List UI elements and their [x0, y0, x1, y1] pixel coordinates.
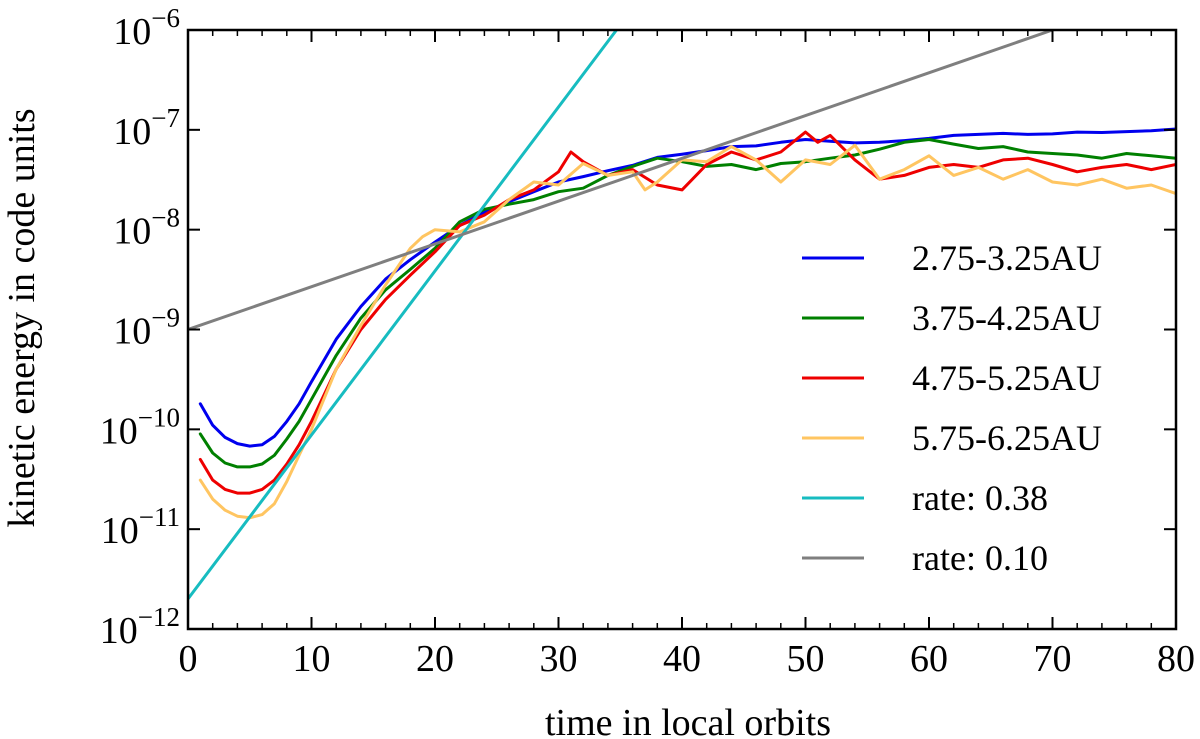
x-tick-label: 70 [1034, 638, 1072, 680]
legend-label-rate-0-10: rate: 0.10 [912, 538, 1048, 578]
x-tick-label: 40 [663, 638, 701, 680]
y-axis-label: kinetic energy in code units [1, 108, 43, 527]
y-tick-label: 10−8 [113, 203, 180, 253]
legend-label-3-75-4-25au: 3.75-4.25AU [912, 298, 1102, 338]
series-line-rate-0-10 [188, 30, 1054, 331]
series-line-4-75-5-25au [198, 130, 1176, 495]
y-tick-label: 10−9 [113, 303, 180, 353]
ticks-layer [187, 29, 1177, 630]
legend-label-rate-0-38: rate: 0.38 [912, 478, 1048, 518]
series-layer [188, 30, 1176, 601]
y-tick-label: 10−6 [113, 3, 180, 53]
x-tick-label: 60 [910, 638, 948, 680]
legend-label-4-75-5-25au: 4.75-5.25AU [912, 358, 1102, 398]
y-tick-label: 10−10 [100, 402, 180, 452]
y-tick-label: 10−11 [101, 502, 180, 552]
x-tick-label: 0 [179, 638, 198, 680]
y-tick-label: 10−12 [100, 602, 180, 652]
series-line-rate-0-38 [188, 30, 618, 601]
x-tick-label: 20 [416, 638, 454, 680]
x-tick-label: 10 [293, 638, 331, 680]
tick-labels-layer: 0 10 20 30 40 50 60 70 80 10−12 10−11 10−10 10−9 10−8… [100, 3, 1195, 680]
legend: 2.75-3.25AU 3.75-4.25AU 4.75-5.25AU 5.75-6.… [802, 238, 1102, 578]
series-line-5-75-6-25au [198, 143, 1176, 520]
legend-label-2-75-3-25au: 2.75-3.25AU [912, 238, 1102, 278]
y-tick-label: 10−7 [113, 103, 180, 153]
x-tick-label: 50 [787, 638, 825, 680]
x-tick-label: 30 [540, 638, 578, 680]
series-line-3-75-4-25au [198, 138, 1176, 469]
x-axis-label: time in local orbits [545, 702, 831, 739]
legend-label-5-75-6-25au: 5.75-6.25AU [912, 418, 1102, 458]
x-tick-label: 80 [1157, 638, 1195, 680]
